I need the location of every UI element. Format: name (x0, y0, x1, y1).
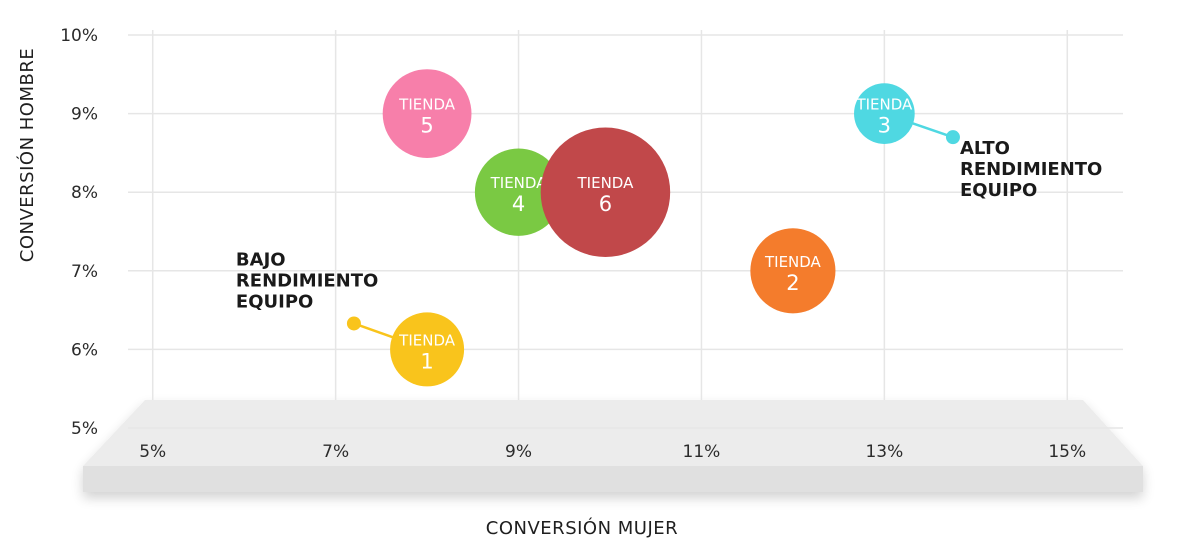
y-tick-label: 8% (71, 183, 98, 203)
bubble-circle (390, 312, 465, 387)
bubble-label: TIENDA (855, 96, 913, 114)
x-tick-label: 7% (322, 442, 349, 462)
bubble-number: 3 (878, 114, 891, 138)
bubble-number: 2 (786, 271, 799, 295)
platform-front (83, 466, 1143, 492)
x-tick-label: 13% (865, 442, 903, 462)
annotation-text-line: RENDIMIENTO (236, 270, 378, 291)
bubble-circle (382, 69, 472, 158)
annotation-dot (346, 316, 361, 331)
platform-top (83, 400, 1143, 466)
x-axis-title: CONVERSIÓN MUJER (486, 517, 678, 539)
x-axis-ticks: 5% 7% 9% 11% 13% 15% (139, 442, 1086, 462)
annotation-text-line: EQUIPO (236, 291, 313, 312)
x-tick-label: 15% (1048, 442, 1086, 462)
bubble-label: TIENDA (490, 174, 548, 192)
bubble-number: 4 (512, 192, 525, 216)
y-tick-label: 7% (71, 262, 98, 282)
annotation-text-line: ALTO (960, 138, 1010, 159)
annotations: BAJORENDIMIENTOEQUIPOALTORENDIMIENTOEQUI… (236, 112, 1102, 351)
bubble-label: TIENDA (764, 253, 822, 271)
x-tick-label: 5% (139, 442, 166, 462)
y-tick-label: 10% (60, 26, 98, 46)
y-axis-title: CONVERSIÓN HOMBRE (16, 48, 38, 262)
annotation-text-line: EQUIPO (960, 180, 1037, 201)
annotation-dot (945, 130, 960, 145)
bubble-number: 6 (599, 192, 612, 216)
bubble-label: TIENDA (398, 331, 456, 349)
y-axis-ticks: 5% 6% 7% 8% 9% 10% (60, 26, 98, 439)
bubble-circle (750, 228, 836, 314)
bubble-circle (540, 127, 671, 257)
annotation-text-line: BAJO (236, 249, 286, 270)
x-tick-label: 11% (683, 442, 721, 462)
x-tick-label: 9% (505, 442, 532, 462)
y-tick-label: 9% (71, 105, 98, 125)
bubble-number: 5 (420, 114, 433, 138)
bubble-circle (474, 148, 563, 236)
bubble-label: TIENDA (577, 174, 635, 192)
y-tick-label: 5% (71, 419, 98, 439)
bubble-circle (854, 83, 915, 144)
y-tick-label: 6% (71, 340, 98, 360)
annotation-text-line: RENDIMIENTO (960, 159, 1102, 180)
bubble-label: TIENDA (398, 96, 456, 114)
x-axis-platform (83, 400, 1143, 492)
bubble-number: 1 (420, 349, 433, 373)
bubbles: TIENDA3TIENDA1TIENDA2TIENDA4TIENDA5TIEND… (382, 69, 915, 387)
